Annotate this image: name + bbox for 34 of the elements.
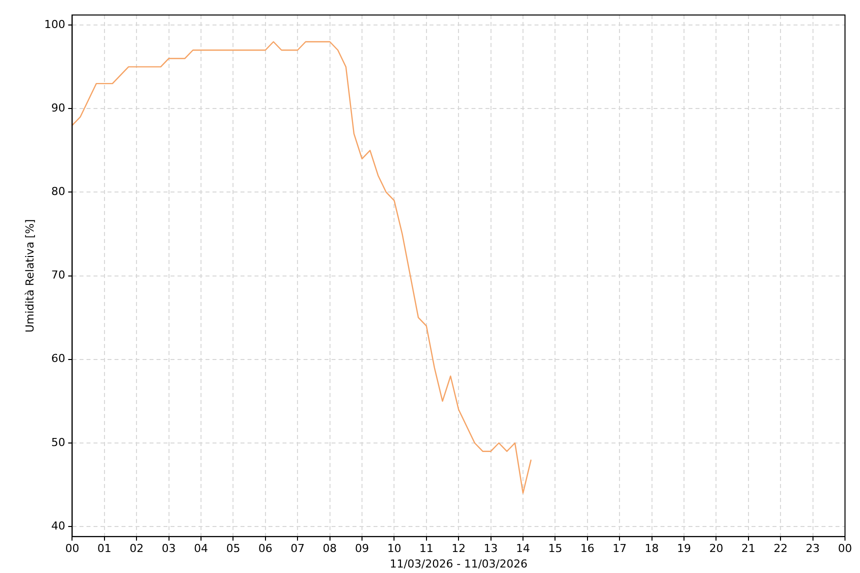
- y-axis-title: Umidità Relativa [%]: [23, 219, 36, 332]
- x-axis-title: 11/03/2026 - 11/03/2026: [390, 557, 528, 570]
- x-tick-label: 20: [709, 542, 724, 556]
- x-tick-label: 21: [741, 542, 756, 556]
- x-tick-label: 13: [484, 542, 498, 556]
- x-tick-label: 01: [97, 542, 112, 556]
- x-tick-label: 16: [580, 542, 594, 556]
- y-tick-label: 90: [51, 101, 66, 114]
- x-tick-label: 17: [612, 542, 627, 556]
- x-tick-label: 00: [838, 542, 852, 556]
- x-tick-label: 03: [162, 542, 176, 556]
- x-tick-label: 07: [290, 542, 305, 556]
- y-tick-label: 60: [51, 352, 66, 366]
- x-tick-label: 22: [774, 542, 788, 556]
- x-tick-label: 19: [677, 542, 691, 556]
- x-tick-label: 12: [452, 542, 466, 556]
- x-tick-label: 23: [806, 542, 820, 556]
- x-tick-label: 11: [419, 542, 434, 556]
- y-tick-label: 40: [51, 519, 66, 532]
- x-tick-label: 09: [354, 542, 369, 556]
- y-tick-label: 70: [51, 268, 66, 282]
- y-tick-label: 100: [44, 18, 66, 31]
- x-tick-label: 02: [130, 542, 144, 556]
- y-tick-label: 50: [51, 436, 66, 449]
- x-tick-label: 18: [644, 542, 659, 556]
- x-tick-label: 06: [258, 542, 272, 556]
- y-tick-label: 80: [51, 185, 66, 198]
- x-tick-label: 14: [516, 542, 530, 556]
- x-tick-label: 04: [194, 542, 208, 556]
- x-tick-label: 15: [548, 542, 562, 556]
- x-tick-label: 00: [65, 542, 80, 556]
- x-tick-label: 10: [387, 542, 402, 556]
- x-tick-label: 08: [322, 542, 337, 556]
- x-tick-label: 05: [226, 542, 240, 556]
